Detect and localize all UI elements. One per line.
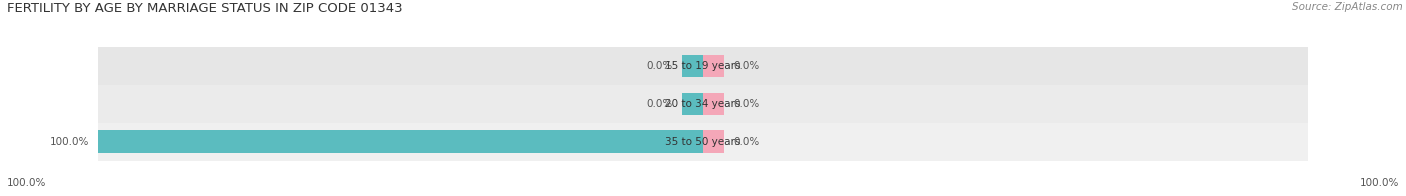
Text: 20 to 34 years: 20 to 34 years [665, 99, 741, 109]
Text: Source: ZipAtlas.com: Source: ZipAtlas.com [1292, 2, 1403, 12]
Bar [682, 55, 703, 77]
Text: 35 to 50 years: 35 to 50 years [665, 137, 741, 147]
Text: 100.0%: 100.0% [51, 137, 90, 147]
Bar [703, 93, 724, 115]
Text: 0.0%: 0.0% [734, 99, 759, 109]
Text: 0.0%: 0.0% [734, 61, 759, 71]
Bar [98, 123, 1308, 161]
Bar [98, 85, 1308, 123]
Bar [98, 47, 1308, 85]
Text: 0.0%: 0.0% [647, 99, 672, 109]
Bar [682, 93, 703, 115]
Text: 100.0%: 100.0% [7, 178, 46, 188]
Text: 0.0%: 0.0% [647, 61, 672, 71]
Bar [98, 130, 703, 153]
Bar [703, 55, 724, 77]
Text: 15 to 19 years: 15 to 19 years [665, 61, 741, 71]
Bar [703, 130, 724, 153]
Text: 100.0%: 100.0% [1360, 178, 1399, 188]
Text: FERTILITY BY AGE BY MARRIAGE STATUS IN ZIP CODE 01343: FERTILITY BY AGE BY MARRIAGE STATUS IN Z… [7, 2, 402, 15]
Text: 0.0%: 0.0% [734, 137, 759, 147]
